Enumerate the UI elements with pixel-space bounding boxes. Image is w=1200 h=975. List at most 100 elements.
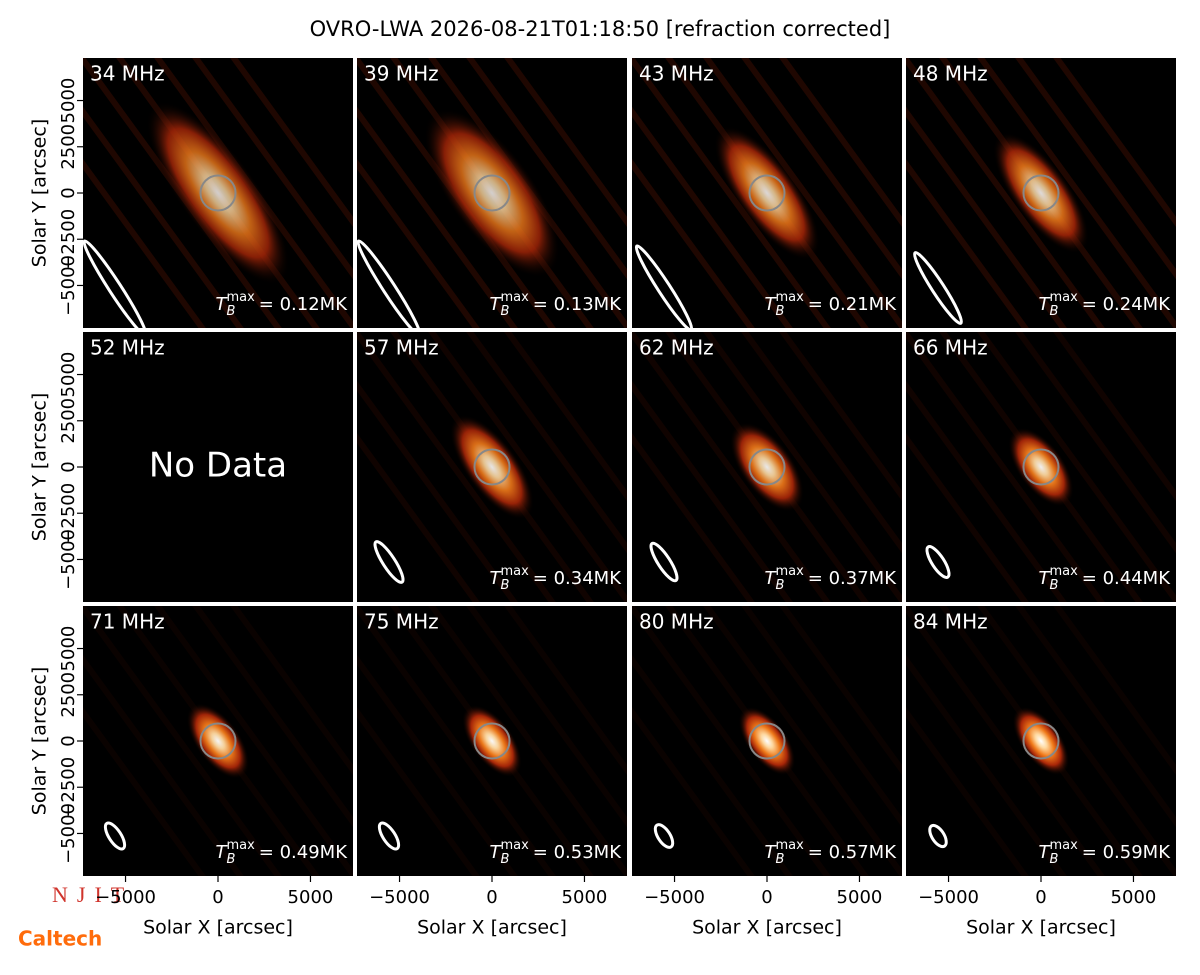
tb-max-label: TBmax = 0.12MK [216, 290, 349, 319]
sidelobe [83, 106, 244, 328]
panel: 66 MHz [906, 332, 1176, 602]
x-tick-label: 5000 [288, 887, 334, 908]
x-tick-label: −5000 [95, 887, 156, 908]
sidelobe [428, 606, 627, 876]
tb-symbol: T [1039, 294, 1052, 315]
x-tick-label: −5000 [918, 887, 979, 908]
solar-disk [199, 722, 237, 760]
sidelobe [1015, 332, 1176, 554]
solar-disk [1022, 722, 1060, 760]
sidelobe [632, 380, 793, 602]
beam [649, 541, 679, 583]
tb-sup: max [226, 838, 255, 853]
solar-disk [748, 448, 786, 486]
sidelobe [779, 332, 902, 501]
sidelobe [632, 707, 755, 876]
tb-value: = 0.13MK [533, 294, 622, 315]
x-axis-label: Solar X [arcsec] [692, 917, 842, 939]
sidelobe [357, 332, 556, 602]
figure-title: OVRO-LWA 2026-08-21T01:18:50 [refraction… [310, 17, 891, 41]
tb-value: = 0.49MK [259, 842, 348, 863]
sidelobe [632, 58, 831, 328]
frequency-label: 39 MHz [364, 62, 439, 86]
sidelobe [1053, 332, 1176, 501]
tb-max-label: TBmax = 0.21MK [765, 290, 898, 319]
tb-sup: max [500, 838, 529, 853]
beam [913, 251, 963, 325]
sidelobe [779, 606, 902, 775]
tb-max-label: TBmax = 0.24MK [1039, 290, 1172, 319]
beam [83, 239, 148, 328]
x-tick-label: −5000 [644, 887, 705, 908]
emission [449, 414, 535, 520]
y-axis-label: Solar Y [arcsec] [29, 119, 51, 267]
tb-value: = 0.59MK [1082, 842, 1171, 863]
sidelobe [906, 380, 1067, 602]
sidelobe [357, 380, 518, 602]
sidelobe [632, 106, 793, 328]
tb-symbol: T [490, 294, 503, 315]
sidelobe [504, 606, 627, 775]
y-tick-label: 0 [58, 735, 79, 746]
y-tick-label: 2500 [58, 672, 79, 718]
sidelobe [906, 606, 1105, 876]
tb-max-label: TBmax = 0.37MK [765, 564, 898, 593]
sidelobe [703, 58, 902, 328]
tb-max-label: TBmax = 0.13MK [490, 290, 623, 319]
tb-max-label: TBmax = 0.44MK [1039, 564, 1172, 593]
tb-sub: B [1050, 304, 1059, 319]
frequency-label: 34 MHz [90, 62, 165, 86]
sidelobe [632, 159, 755, 328]
sidelobe [466, 606, 627, 828]
sidelobe [154, 606, 353, 876]
solar-disk [748, 722, 786, 760]
sidelobe [230, 606, 353, 775]
tb-sub: B [1050, 852, 1059, 867]
tb-sup: max [500, 564, 529, 579]
y-tick-label: 5000 [58, 78, 79, 124]
tb-sub: B [776, 578, 785, 593]
tb-symbol: T [216, 294, 229, 315]
emission [186, 703, 250, 779]
panel: 39 MHz [357, 58, 627, 328]
sidelobe [466, 332, 627, 554]
y-tick-label: −5000 [58, 529, 79, 590]
beam [373, 540, 405, 584]
sidelobe [504, 58, 627, 227]
sidelobe [192, 606, 353, 828]
sidelobe [977, 606, 1176, 876]
sidelobe [632, 433, 755, 602]
tb-sub: B [227, 852, 236, 867]
panel: 34 MHz [83, 58, 353, 328]
y-tick-label: −2500 [58, 209, 79, 270]
tb-symbol: T [490, 568, 503, 589]
beam [357, 239, 422, 328]
panel: 43 MHz [632, 58, 902, 328]
sidelobe [83, 606, 282, 876]
tb-sub: B [501, 304, 510, 319]
x-tick-label: 5000 [1111, 887, 1157, 908]
panel: 71 MHz [83, 606, 353, 876]
tb-sub: B [776, 852, 785, 867]
tb-value: = 0.57MK [808, 842, 897, 863]
tb-symbol: T [765, 294, 778, 315]
tb-sup: max [226, 290, 255, 305]
frequency-label: 48 MHz [913, 62, 988, 86]
emission [729, 422, 805, 512]
logo-njit: NJIT [52, 882, 133, 907]
panel: 57 MHz [357, 332, 627, 602]
frequency-label: 71 MHz [90, 610, 165, 634]
tb-value: = 0.24MK [1082, 294, 1171, 315]
sidelobe [83, 159, 206, 328]
x-tick-label: 0 [486, 887, 497, 908]
x-axis-label: Solar X [arcsec] [966, 917, 1116, 939]
sidelobe [741, 606, 902, 828]
emission [1012, 706, 1070, 776]
tb-sub: B [501, 852, 510, 867]
sidelobe [230, 58, 353, 227]
frequency-label: 52 MHz [90, 336, 165, 360]
sidelobe [83, 654, 244, 876]
y-axis-label: Solar Y [arcsec] [29, 393, 51, 541]
beam [653, 823, 675, 849]
emission [1008, 427, 1074, 507]
